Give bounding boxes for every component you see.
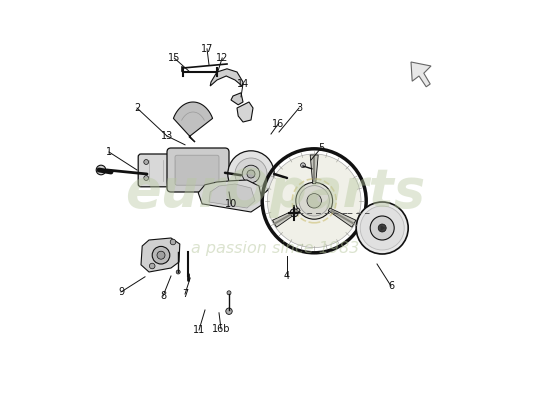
Polygon shape (411, 62, 431, 87)
Polygon shape (173, 102, 213, 142)
Text: eurOparts: eurOparts (125, 166, 425, 218)
Circle shape (144, 176, 149, 180)
Polygon shape (198, 180, 263, 212)
Circle shape (267, 154, 361, 248)
Circle shape (152, 246, 170, 264)
Text: 13: 13 (161, 131, 173, 141)
Text: 16: 16 (272, 119, 284, 129)
Text: 4: 4 (284, 271, 290, 281)
Circle shape (290, 209, 298, 217)
FancyBboxPatch shape (175, 155, 219, 185)
Text: 16b: 16b (212, 324, 230, 334)
Text: 8: 8 (160, 291, 166, 301)
Circle shape (227, 291, 231, 295)
FancyBboxPatch shape (167, 148, 229, 192)
Circle shape (182, 160, 186, 164)
Circle shape (301, 163, 305, 168)
Circle shape (296, 182, 333, 219)
Circle shape (242, 165, 260, 183)
Text: 14: 14 (237, 79, 249, 89)
Polygon shape (328, 208, 356, 227)
Text: 5: 5 (318, 143, 324, 153)
Text: 3: 3 (296, 103, 302, 113)
Circle shape (360, 206, 404, 250)
Circle shape (247, 170, 255, 178)
Polygon shape (237, 102, 253, 122)
Circle shape (356, 202, 408, 254)
Circle shape (150, 263, 155, 269)
Text: 10: 10 (225, 199, 237, 209)
Circle shape (157, 251, 165, 259)
Circle shape (228, 151, 274, 197)
Polygon shape (272, 208, 300, 227)
Text: 15: 15 (168, 53, 180, 63)
Text: a passion since 1983: a passion since 1983 (191, 240, 359, 256)
Circle shape (370, 216, 394, 240)
Circle shape (239, 172, 247, 180)
Circle shape (307, 194, 321, 208)
Text: 11: 11 (193, 325, 205, 335)
Polygon shape (231, 93, 243, 105)
Text: 12: 12 (216, 53, 228, 63)
Circle shape (378, 224, 386, 232)
Circle shape (176, 270, 180, 274)
Polygon shape (210, 69, 243, 86)
FancyBboxPatch shape (138, 154, 190, 187)
Circle shape (299, 186, 329, 216)
Circle shape (285, 175, 293, 182)
Circle shape (226, 308, 232, 314)
Text: 1: 1 (106, 147, 112, 157)
Polygon shape (141, 238, 180, 272)
Polygon shape (381, 225, 386, 231)
Text: 9: 9 (118, 287, 124, 297)
Circle shape (182, 176, 186, 180)
Polygon shape (209, 184, 255, 208)
Circle shape (235, 158, 267, 190)
Text: 6: 6 (388, 281, 394, 291)
Text: 2: 2 (134, 103, 140, 113)
Text: 7: 7 (182, 289, 188, 299)
Circle shape (144, 160, 149, 164)
Polygon shape (310, 155, 318, 184)
Text: 17: 17 (201, 44, 213, 54)
Circle shape (96, 165, 106, 175)
Circle shape (170, 239, 176, 245)
